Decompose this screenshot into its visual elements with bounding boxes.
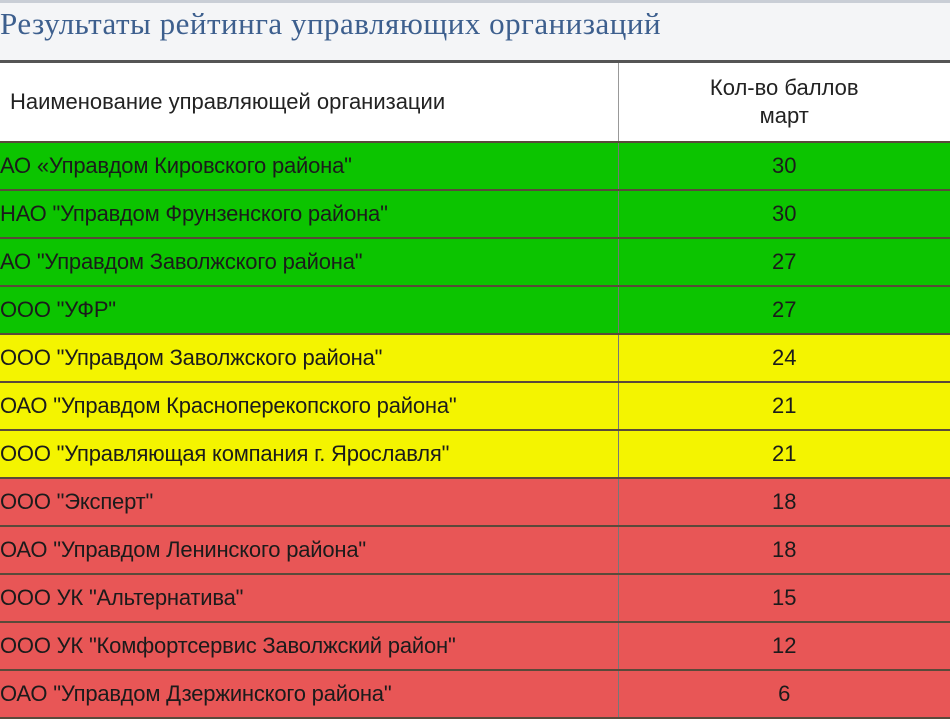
table-row: НАО "Управдом Фрунзенского района" 30 [0,190,950,239]
score-value: 30 [617,142,950,191]
score-value: 30 [617,190,950,239]
table-row: АО «Управдом Кировского района" 30 [0,142,950,191]
table-row: ООО "Управдом Заволжского района" 24 [0,334,950,383]
organization-name: АО «Управдом Кировского района" [0,142,618,191]
organization-name: НАО "Управдом Фрунзенского района" [0,190,618,239]
score-value: 18 [617,526,950,575]
score-header-line2: март [759,103,809,128]
top-border [0,0,950,3]
organization-name: ОАО "Управдом Ленинского района" [0,526,618,575]
column-header-score: Кол-во баллов март [617,60,950,143]
organization-name: ООО УК "Комфортсервис Заволжский район" [0,622,618,671]
table-row: ООО УК "Альтернатива" 15 [0,574,950,623]
column-header-name: Наименование управляющей организации [0,60,618,143]
score-value: 21 [617,430,950,479]
table-row: ООО "Эксперт" 18 [0,478,950,527]
table-row: ООО УК "Комфортсервис Заволжский район" 1… [0,622,950,671]
table-row: ООО "УФР" 27 [0,286,950,335]
score-value: 24 [617,334,950,383]
organization-name: ООО "Управляющая компания г. Ярославля" [0,430,618,479]
rating-table: Наименование управляющей организации Кол… [0,60,950,719]
table-header-row: Наименование управляющей организации Кол… [0,60,950,143]
table-row: ОАО "Управдом Красноперекопского района"… [0,382,950,431]
score-value: 15 [617,574,950,623]
page-title: Результаты рейтинга управляющих организа… [0,6,662,41]
organization-name: АО "Управдом Заволжского района" [0,238,618,287]
organization-name: ООО "Эксперт" [0,478,618,527]
score-value: 27 [617,238,950,287]
organization-name: ООО "Управдом Заволжского района" [0,334,618,383]
score-value: 21 [617,382,950,431]
organization-name: ОАО "Управдом Дзержинского района" [0,670,618,719]
score-value: 12 [617,622,950,671]
score-value: 27 [617,286,950,335]
table-row: ОАО "Управдом Дзержинского района" 6 [0,670,950,719]
organization-name: ОАО "Управдом Красноперекопского района" [0,382,618,431]
score-value: 6 [617,670,950,719]
table-row: АО "Управдом Заволжского района" 27 [0,238,950,287]
score-value: 18 [617,478,950,527]
table-row: ОАО "Управдом Ленинского района" 18 [0,526,950,575]
organization-name: ООО "УФР" [0,286,618,335]
table-row: ООО "Управляющая компания г. Ярославля" 2… [0,430,950,479]
organization-name: ООО УК "Альтернатива" [0,574,618,623]
score-header-line1: Кол-во баллов [709,75,859,100]
